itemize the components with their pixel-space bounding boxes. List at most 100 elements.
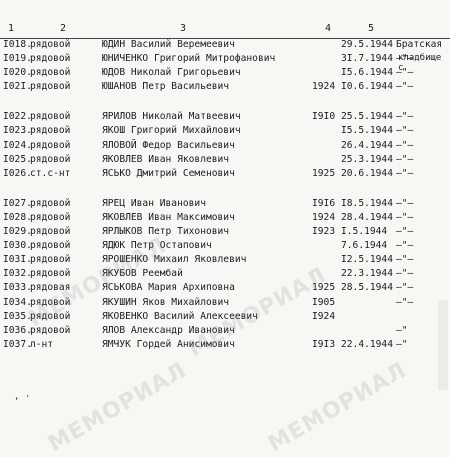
death-date-cell: 25.5.1944: [341, 111, 393, 123]
name-cell: ЮДИН Василий Веремеевич: [102, 39, 235, 50]
rank-cell: рядовой: [30, 125, 71, 137]
rank-cell: рядовой: [30, 39, 71, 50]
rank-cell: рядовой: [30, 310, 71, 322]
header-col-5: 5: [368, 23, 375, 34]
row-number: I037.: [3, 338, 32, 350]
burial-place-cell: –"–: [396, 167, 414, 179]
death-date-cell: I5.5.1944: [341, 125, 393, 137]
row-number: I027.: [3, 197, 32, 209]
table-row: I037. л-нт ЯМЧУК Гордей Анисимович I9I3 22.4…: [0, 338, 450, 352]
burial-place-cell: –"–: [396, 226, 414, 238]
death-date-cell: I.5.1944: [341, 226, 388, 238]
birth-year-cell: I905: [312, 296, 336, 308]
burial-place-cell: –"–: [396, 197, 414, 209]
header-col-2: 2: [60, 23, 67, 34]
death-date-cell: 7.6.1944: [341, 240, 388, 252]
row-number: I02I.: [3, 81, 32, 93]
burial-place-cell: –"–: [396, 240, 414, 252]
rank-cell: ст.с-нт: [30, 167, 71, 179]
row-number: I032.: [3, 268, 32, 280]
row-number: I034.: [3, 296, 32, 308]
name-cell: ЯРЛЫКОВ Петр Тихонович: [102, 226, 230, 238]
header-col-4: 4: [325, 23, 332, 34]
pen-mark: ‚ ·: [14, 392, 31, 402]
rank-cell: л-нт: [30, 338, 54, 350]
name-cell: ЯЛОВОЙ Федор Васильевич: [102, 139, 235, 151]
burial-place-cell: –"–: [396, 282, 414, 294]
birth-year-cell: 1924: [312, 81, 336, 93]
birth-year-cell: 1925: [312, 167, 336, 179]
death-date-cell: 25.3.1944: [341, 153, 393, 165]
name-cell: ЯКОШ Григорий Михайлович: [102, 125, 241, 137]
row-gap: [0, 181, 450, 197]
row-number: I020.: [3, 67, 32, 79]
row-number: I024.: [3, 139, 32, 151]
header-col-1: 1: [8, 23, 15, 34]
row-number: I025.: [3, 153, 32, 165]
table-row: I030. рядовой ЯДЮК Петр Остапович 7.6.1944–…: [0, 239, 450, 253]
burial-place-cell: –": [396, 338, 408, 350]
burial-place-cell: –": [396, 324, 408, 336]
burial-place-cell: –"–: [396, 211, 414, 223]
death-date-cell: 28.4.1944: [341, 211, 393, 223]
burial-place-cell: –"–: [396, 81, 414, 93]
burial-place-cell: –"–: [396, 254, 414, 266]
death-date-cell: I2.5.1944: [341, 254, 393, 266]
table-row: I03I. рядовой ЯРОШЕНКО Михаил Яковлевич I2.…: [0, 253, 450, 267]
burial-place-cell: –"–: [396, 268, 414, 280]
birth-year-cell: I9I3: [312, 338, 336, 350]
birth-year-cell: I924: [312, 310, 336, 322]
row-number: I026.: [3, 167, 32, 179]
death-date-cell: 22.3.1944: [341, 268, 393, 280]
table-row: I018. рядовой ЮДИН Василий Веремеевич 29.5.…: [0, 38, 450, 52]
row-number: I035.: [3, 310, 32, 322]
name-cell: ЯСЬКО Дмитрий Семенович: [102, 167, 235, 179]
table-row: I036. рядовой ЯЛОВ Александр Иванович –": [0, 324, 450, 338]
row-number: I028.: [3, 211, 32, 223]
row-number: I036.: [3, 324, 32, 336]
rank-cell: рядовой: [30, 111, 71, 123]
name-cell: ЯКУБОВ Реембай: [102, 268, 183, 280]
death-date-cell: I5.6.1944: [341, 67, 393, 79]
table-row: I019. рядовой ЮНИЧЕНКО Григорий Митрофанов…: [0, 52, 450, 66]
birth-year-cell: 1925: [312, 282, 336, 294]
row-number: I03I.: [3, 254, 32, 266]
birth-year-cell: I9I0: [312, 111, 336, 123]
name-cell: ЯЛОВ Александр Иванович: [102, 324, 235, 336]
name-cell: ЯКОВЕНКО Василий Алексеевич: [102, 310, 258, 322]
death-date-cell: 3I.7.1944: [341, 53, 393, 65]
table-body: I018. рядовой ЮДИН Василий Веремеевич 29.5.…: [0, 38, 450, 352]
name-cell: ЯКОВЛЕВ Иван Яковлевич: [102, 153, 230, 165]
table-row: I027. рядовой ЯРЕЦ Иван Иванович I9I6 I8.5.1…: [0, 197, 450, 211]
row-number: I022.: [3, 111, 32, 123]
rank-cell: рядовой: [30, 81, 71, 93]
table-row: I028. рядовой ЯКОВЛЕВ Иван Максимович 1924 2…: [0, 211, 450, 225]
side-stamp: [438, 300, 448, 390]
rank-cell: рядовой: [30, 139, 71, 151]
table-row: I024. рядовой ЯЛОВОЙ Федор Васильевич 26.4.…: [0, 139, 450, 153]
row-number: I029.: [3, 226, 32, 238]
table-header: 1 2 3 4 5: [0, 20, 450, 39]
birth-year-cell: 1924: [312, 211, 336, 223]
rank-cell: рядовой: [30, 254, 71, 266]
name-cell: ЯМЧУК Гордей Анисимович: [102, 338, 235, 350]
rank-cell: рядовой: [30, 268, 71, 280]
table-row: I02I. рядовой ЮШАНОВ Петр Васильевич 1924 I0…: [0, 80, 450, 94]
row-number: I023.: [3, 125, 32, 137]
death-date-cell: I8.5.1944: [341, 197, 393, 209]
death-date-cell: 26.4.1944: [341, 139, 393, 151]
table-row: I023. рядовой ЯКОШ Григорий Михайлович I5.5…: [0, 124, 450, 138]
burial-place-cell: –"–: [396, 139, 414, 151]
burial-place-cell: –"–: [396, 125, 414, 137]
death-date-cell: 22.4.1944: [341, 338, 393, 350]
name-cell: ЮШАНОВ Петр Васильевич: [102, 81, 230, 93]
death-date-cell: 29.5.1944: [341, 39, 393, 50]
birth-year-cell: I923: [312, 226, 336, 238]
rank-cell: рядовой: [30, 153, 71, 165]
place-continuation: кладбище с: [398, 53, 442, 73]
name-cell: ЯДЮК Петр Остапович: [102, 240, 212, 252]
rank-cell: рядовой: [30, 197, 71, 209]
table-row: I033. рядовая ЯСЬКОВА Мария Архиповна 1925 2…: [0, 281, 450, 295]
table-row: I035. рядовой ЯКОВЕНКО Василий Алексеевич I…: [0, 310, 450, 324]
